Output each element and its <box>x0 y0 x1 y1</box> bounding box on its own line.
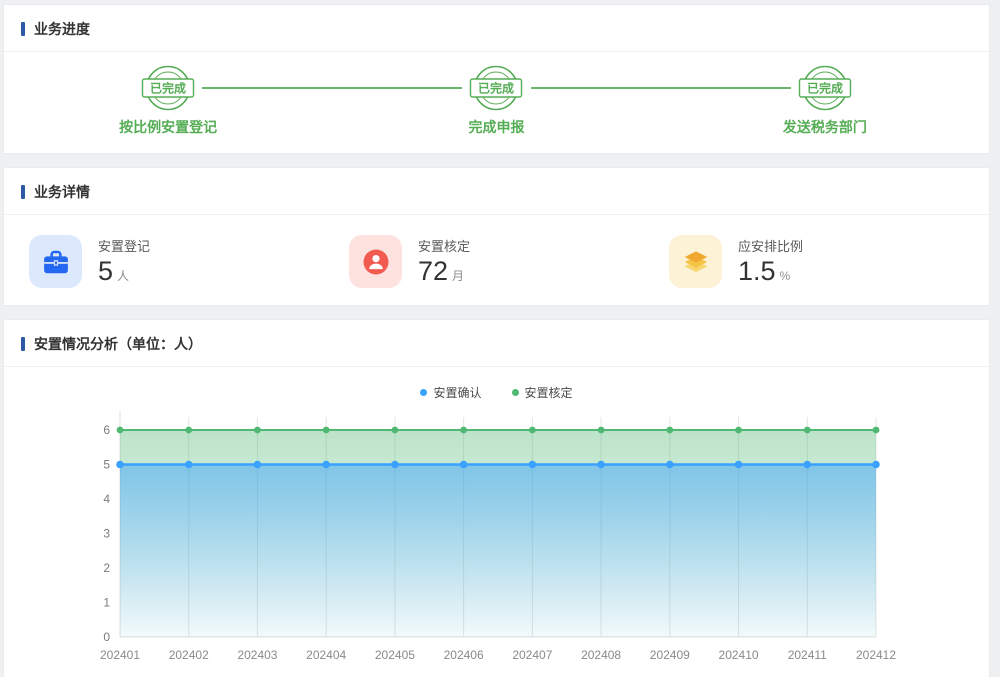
stat-placement-registration: 安置登记 5 人 <box>29 235 349 288</box>
timeline-connector <box>202 87 463 89</box>
header-accent-bar <box>21 337 25 351</box>
progress-timeline: 已完成 按比例安置登记 已完成 完成申报 已完成 <box>4 52 989 137</box>
stat-label: 安置核定 <box>418 239 471 254</box>
business-progress-card: 业务进度 已完成 按比例安置登记 已完成 <box>3 4 990 154</box>
svg-text:202401: 202401 <box>100 648 140 662</box>
legend-item-confirmed[interactable]: 安置确认 <box>420 381 482 403</box>
stat-text: 安置登记 5 人 <box>98 235 150 287</box>
timeline-connector <box>530 87 791 89</box>
stat-value: 5 <box>98 256 114 286</box>
progress-step-label: 发送税务部门 <box>782 119 867 135</box>
svg-text:1: 1 <box>103 596 110 610</box>
stat-value-row: 1.5 % <box>738 256 803 287</box>
stat-unit: 人 <box>117 269 130 283</box>
svg-text:202408: 202408 <box>581 648 621 662</box>
completed-stamp-icon: 已完成 <box>141 65 195 111</box>
svg-text:已完成: 已完成 <box>807 81 843 96</box>
placement-analysis-chart[interactable]: 0 1 2 3 4 5 6 202401 202402 202403 202404 202405 202… <box>4 403 990 677</box>
legend-label: 安置确认 <box>433 385 482 400</box>
svg-text:3: 3 <box>103 527 110 541</box>
stats-row: 安置登记 5 人 安置核定 <box>4 215 989 288</box>
stat-label: 安置登记 <box>98 239 151 254</box>
header-accent-bar <box>21 185 25 199</box>
stat-value-row: 5 人 <box>98 256 150 287</box>
stat-value: 1.5 <box>738 256 776 286</box>
progress-step-1: 已完成 按比例安置登记 <box>4 64 332 137</box>
svg-text:202412: 202412 <box>856 648 896 662</box>
briefcase-icon <box>43 250 68 273</box>
stat-text: 应安排比例 1.5 % <box>738 235 803 287</box>
layers-icon <box>684 250 707 272</box>
completed-stamp-icon: 已完成 <box>470 65 523 111</box>
svg-text:已完成: 已完成 <box>478 81 514 96</box>
progress-step-2: 已完成 完成申报 <box>332 64 660 137</box>
stat-value-row: 72 月 <box>418 256 470 287</box>
user-icon <box>363 249 388 274</box>
progress-step-label: 完成申报 <box>468 119 525 135</box>
svg-text:202410: 202410 <box>719 648 759 662</box>
stat-required-ratio: 应安排比例 1.5 % <box>669 235 989 288</box>
progress-step-label: 按比例安置登记 <box>119 119 218 135</box>
progress-step-3: 已完成 发送税务部门 <box>661 64 989 137</box>
svg-text:202407: 202407 <box>512 648 552 662</box>
svg-text:202411: 202411 <box>788 648 827 662</box>
chart-legend: 安置确认 安置核定 <box>4 367 989 403</box>
legend-item-approved[interactable]: 安置核定 <box>511 381 573 403</box>
svg-text:202405: 202405 <box>375 648 415 662</box>
svg-text:0: 0 <box>103 630 110 644</box>
svg-text:已完成: 已完成 <box>150 81 186 96</box>
user-iconbox <box>349 235 402 288</box>
completed-stamp-icon: 已完成 <box>798 65 852 111</box>
stat-label: 应安排比例 <box>738 239 804 254</box>
svg-text:202406: 202406 <box>444 648 484 662</box>
placement-analysis-card: 安置情况分析（单位：人） 安置确认 安置核定 0 1 2 3 4 5 6 202401 2024… <box>3 319 990 677</box>
svg-text:202403: 202403 <box>237 648 277 662</box>
section-header-analysis: 安置情况分析（单位：人） <box>4 320 989 367</box>
legend-label: 安置核定 <box>524 385 573 400</box>
svg-text:202409: 202409 <box>650 648 690 662</box>
stat-text: 安置核定 72 月 <box>418 235 470 287</box>
legend-dot-green <box>511 388 519 396</box>
section-header-progress: 业务进度 <box>4 5 989 52</box>
section-title-analysis: 安置情况分析（单位：人） <box>34 336 202 352</box>
stat-unit: 月 <box>452 269 465 283</box>
svg-text:202402: 202402 <box>169 648 209 662</box>
svg-text:6: 6 <box>103 423 110 437</box>
stat-value: 72 <box>418 256 449 286</box>
svg-text:4: 4 <box>103 492 110 506</box>
business-details-card: 业务详情 安置登记 5 人 <box>3 167 990 306</box>
briefcase-iconbox <box>29 235 82 288</box>
section-title-progress: 业务进度 <box>34 21 90 37</box>
layers-iconbox <box>669 235 722 288</box>
section-header-details: 业务详情 <box>4 168 989 215</box>
stat-placement-approval: 安置核定 72 月 <box>349 235 669 288</box>
section-title-details: 业务详情 <box>34 184 90 200</box>
svg-text:2: 2 <box>103 561 110 575</box>
legend-dot-blue <box>420 388 428 396</box>
svg-text:5: 5 <box>103 458 110 472</box>
stat-unit: % <box>779 269 791 283</box>
header-accent-bar <box>21 22 25 36</box>
svg-text:202404: 202404 <box>306 648 346 662</box>
